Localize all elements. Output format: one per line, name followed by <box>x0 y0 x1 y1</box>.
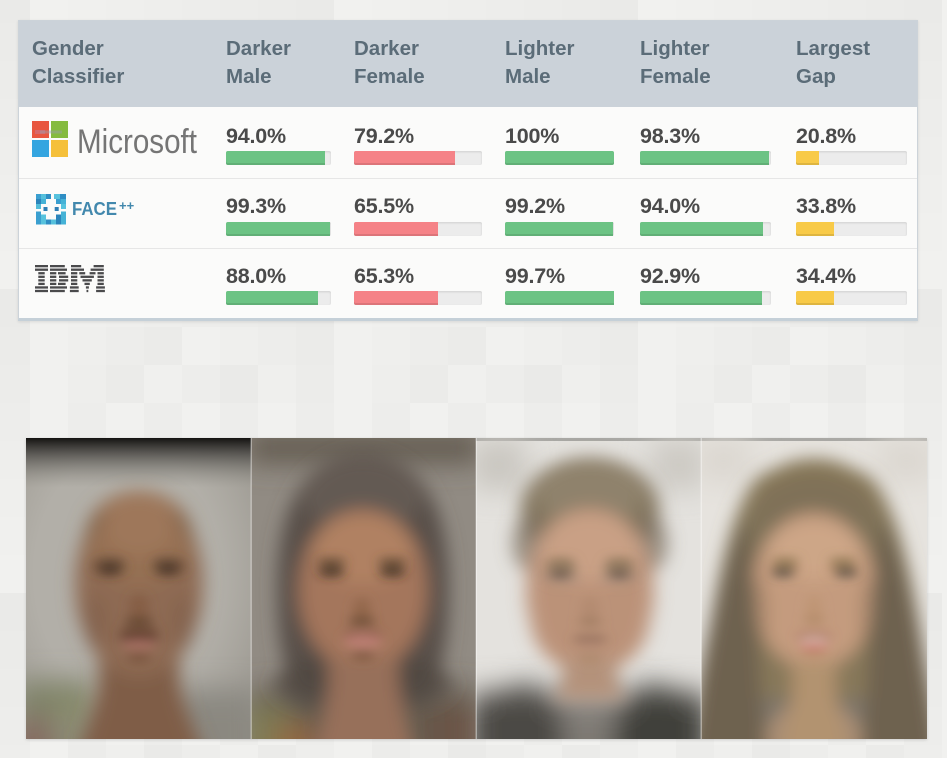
svg-text:Microsoft: Microsoft <box>77 123 197 158</box>
svg-text:++: ++ <box>119 198 135 213</box>
svg-text:FACE: FACE <box>72 199 117 219</box>
